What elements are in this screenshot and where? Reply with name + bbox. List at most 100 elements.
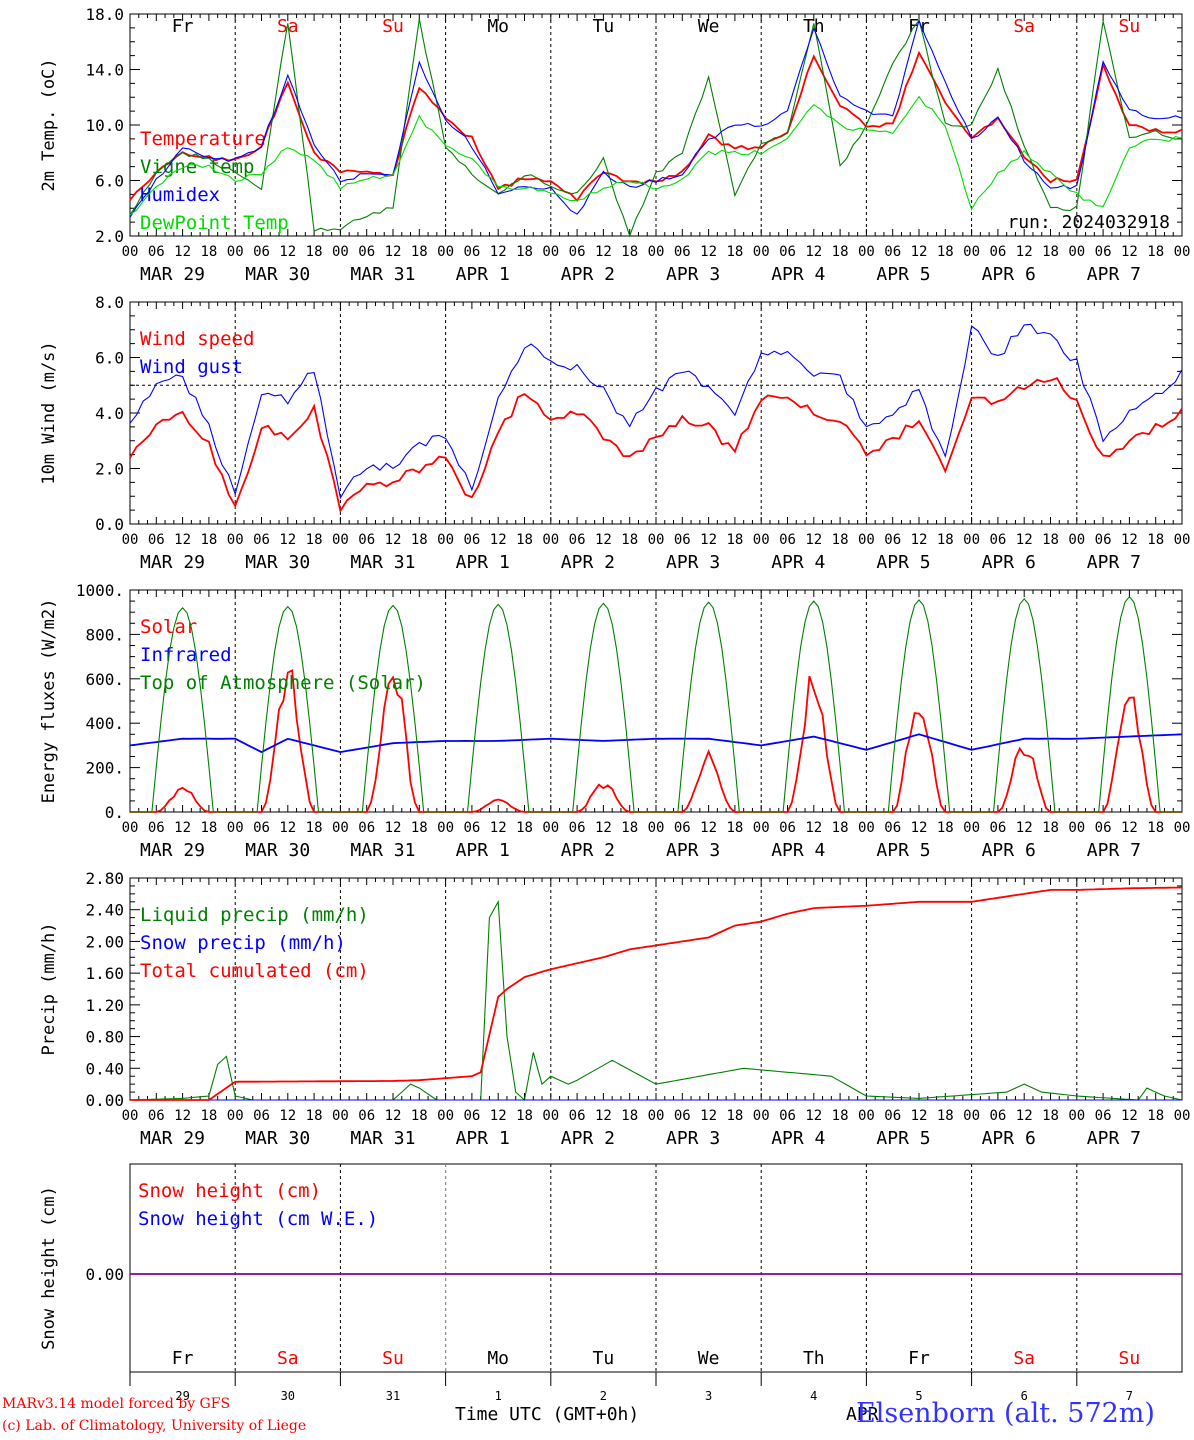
x-hour-label: 18 — [1042, 532, 1059, 548]
legend-dewpoint-temp: DewPoint Temp — [140, 212, 289, 234]
y-tick-label: 1.20 — [85, 996, 124, 1015]
panel-1: 2.0 6.0 10.0 14.0 18.0 2m Temp. (oC) 00 06 12 18 0… — [39, 5, 1190, 285]
x-hour-label: 18 — [306, 1108, 323, 1124]
x-hour-label: 12 — [385, 1108, 402, 1124]
x-hour-label: 18 — [411, 1108, 428, 1124]
y-tick-label: 2.00 — [85, 932, 124, 951]
x-hour-label: 18 — [621, 1108, 638, 1124]
x-hour-label: 00 — [1068, 244, 1085, 260]
x-hour-label: 18 — [200, 244, 217, 260]
x-date-label: APR 5 — [876, 1128, 930, 1149]
y-tick-label: 6.0 — [95, 172, 124, 191]
x-hour-label: 18 — [621, 820, 638, 836]
x-hour-label: 12 — [279, 532, 296, 548]
x-hour-label: 18 — [1042, 820, 1059, 836]
x-hour-label: 18 — [200, 532, 217, 548]
y-tick-label: 600. — [85, 670, 124, 689]
model-credit-line-2: (c) Lab. of Climatology, University of L… — [2, 1418, 307, 1434]
x-hour-label: 18 — [726, 244, 743, 260]
panel-3: 0. 200. 400. 600. 800. 1000. Energy fluxes (W/… — [39, 581, 1190, 861]
x-hour-label: 06 — [1095, 244, 1112, 260]
x-hour-label: 00 — [227, 532, 244, 548]
x-hour-label: 06 — [884, 1108, 901, 1124]
x-date-label: APR 6 — [982, 552, 1036, 573]
x-hour-label: 12 — [595, 532, 612, 548]
x-hour-label: 06 — [884, 244, 901, 260]
x-hour-label: 12 — [385, 244, 402, 260]
x-hour-label: 06 — [253, 244, 270, 260]
x-hour-label: 12 — [1121, 244, 1138, 260]
x-hour-label: 18 — [1042, 244, 1059, 260]
x-date-label: APR 5 — [876, 552, 930, 573]
x-date-label: APR 7 — [1087, 552, 1141, 573]
x-hour-label: 06 — [1095, 1108, 1112, 1124]
series-line-vigne-temp — [129, 18, 1183, 238]
x-hour-label: 12 — [490, 532, 507, 548]
x-hour-label: 00 — [858, 820, 875, 836]
y-tick-label: 4.0 — [95, 404, 124, 423]
x-hour-label: 06 — [779, 532, 796, 548]
x-hour-label: 12 — [1016, 1108, 1033, 1124]
legend-liquid-precip-mm-h-: Liquid precip (mm/h) — [140, 904, 369, 926]
y-tick-label: 1.60 — [85, 964, 124, 983]
y-tick-label: 0.80 — [85, 1028, 124, 1047]
x-date-label: MAR 30 — [245, 552, 310, 573]
legend-wind-gust: Wind gust — [140, 356, 243, 378]
x-hour-label: 12 — [279, 820, 296, 836]
x-date-label: APR 2 — [561, 264, 615, 285]
weekday-label: Fr — [172, 1348, 194, 1369]
x-hour-label: 00 — [332, 532, 349, 548]
x-hour-label: 06 — [358, 1108, 375, 1124]
weekday-label: Sa — [1013, 1348, 1035, 1369]
x-hour-label: 00 — [648, 820, 665, 836]
x-hour-label: 06 — [569, 820, 586, 836]
weekday-label: We — [698, 16, 720, 37]
x-hour-label: 12 — [595, 244, 612, 260]
x-hour-label: 18 — [726, 1108, 743, 1124]
x-hour-label: 18 — [621, 244, 638, 260]
y-tick-label: 14.0 — [85, 61, 124, 80]
x-hour-label: 12 — [174, 1108, 191, 1124]
x-hour-label: 12 — [805, 532, 822, 548]
x-hour-label: 18 — [937, 820, 954, 836]
x-hour-label: 12 — [490, 820, 507, 836]
day-number-label: 3 — [705, 1389, 712, 1403]
x-hour-label: 06 — [148, 244, 165, 260]
x-date-label: MAR 31 — [350, 264, 415, 285]
y-tick-label: 0.00 — [85, 1265, 124, 1284]
weekday-label: We — [698, 1348, 720, 1369]
x-date-label: APR 7 — [1087, 264, 1141, 285]
x-hour-label: 18 — [832, 1108, 849, 1124]
legend-solar: Solar — [140, 616, 197, 638]
x-hour-label: 12 — [490, 244, 507, 260]
x-hour-label: 00 — [1068, 820, 1085, 836]
x-hour-label: 06 — [779, 820, 796, 836]
overlap-text: APR — [846, 1404, 879, 1425]
model-credit-line-1: MARv3.14 model forced by GFS — [2, 1396, 231, 1412]
x-hour-label: 00 — [437, 1108, 454, 1124]
y-tick-label: 0.0 — [95, 515, 124, 534]
x-hour-label: 12 — [700, 532, 717, 548]
x-hour-label: 06 — [253, 820, 270, 836]
weekday-label: Mo — [487, 16, 509, 37]
x-date-label: MAR 30 — [245, 1128, 310, 1149]
x-hour-label: 00 — [332, 820, 349, 836]
x-date-label: APR 3 — [666, 552, 720, 573]
x-hour-label: 18 — [411, 820, 428, 836]
x-hour-label: 00 — [122, 244, 139, 260]
x-hour-label: 00 — [963, 1108, 980, 1124]
legend-snow-precip-mm-h-: Snow precip (mm/h) — [140, 932, 346, 954]
time-axis-label: Time UTC (GMT+0h) — [455, 1404, 640, 1425]
x-hour-label: 12 — [700, 820, 717, 836]
y-tick-label: 2.80 — [85, 869, 124, 888]
legend-vigne-temp: Vigne temp — [140, 156, 254, 178]
y-tick-label: 1000. — [76, 581, 124, 600]
x-date-label: APR 1 — [456, 264, 510, 285]
x-date-label: APR 2 — [561, 552, 615, 573]
x-hour-label: 06 — [148, 1108, 165, 1124]
x-hour-label: 18 — [200, 820, 217, 836]
x-hour-label: 00 — [753, 820, 770, 836]
x-hour-label: 06 — [358, 532, 375, 548]
weekday-label: Th — [803, 1348, 825, 1369]
